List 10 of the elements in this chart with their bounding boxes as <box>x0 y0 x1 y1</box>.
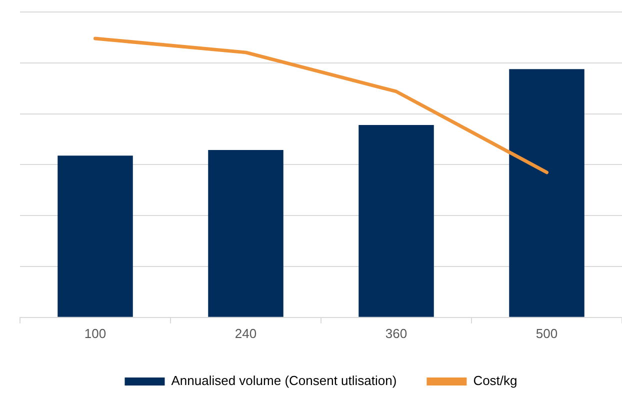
bar <box>509 69 584 317</box>
bar <box>208 150 284 317</box>
x-tick-label: 100 <box>84 326 106 341</box>
legend-label: Annualised volume (Consent utlisation) <box>171 373 397 388</box>
bar <box>358 124 434 317</box>
bar <box>58 156 133 317</box>
x-tick-label: 500 <box>536 326 558 341</box>
legend-label: Cost/kg <box>473 373 518 388</box>
x-tick-label: 360 <box>385 326 408 341</box>
x-tick-label: 240 <box>234 326 257 341</box>
